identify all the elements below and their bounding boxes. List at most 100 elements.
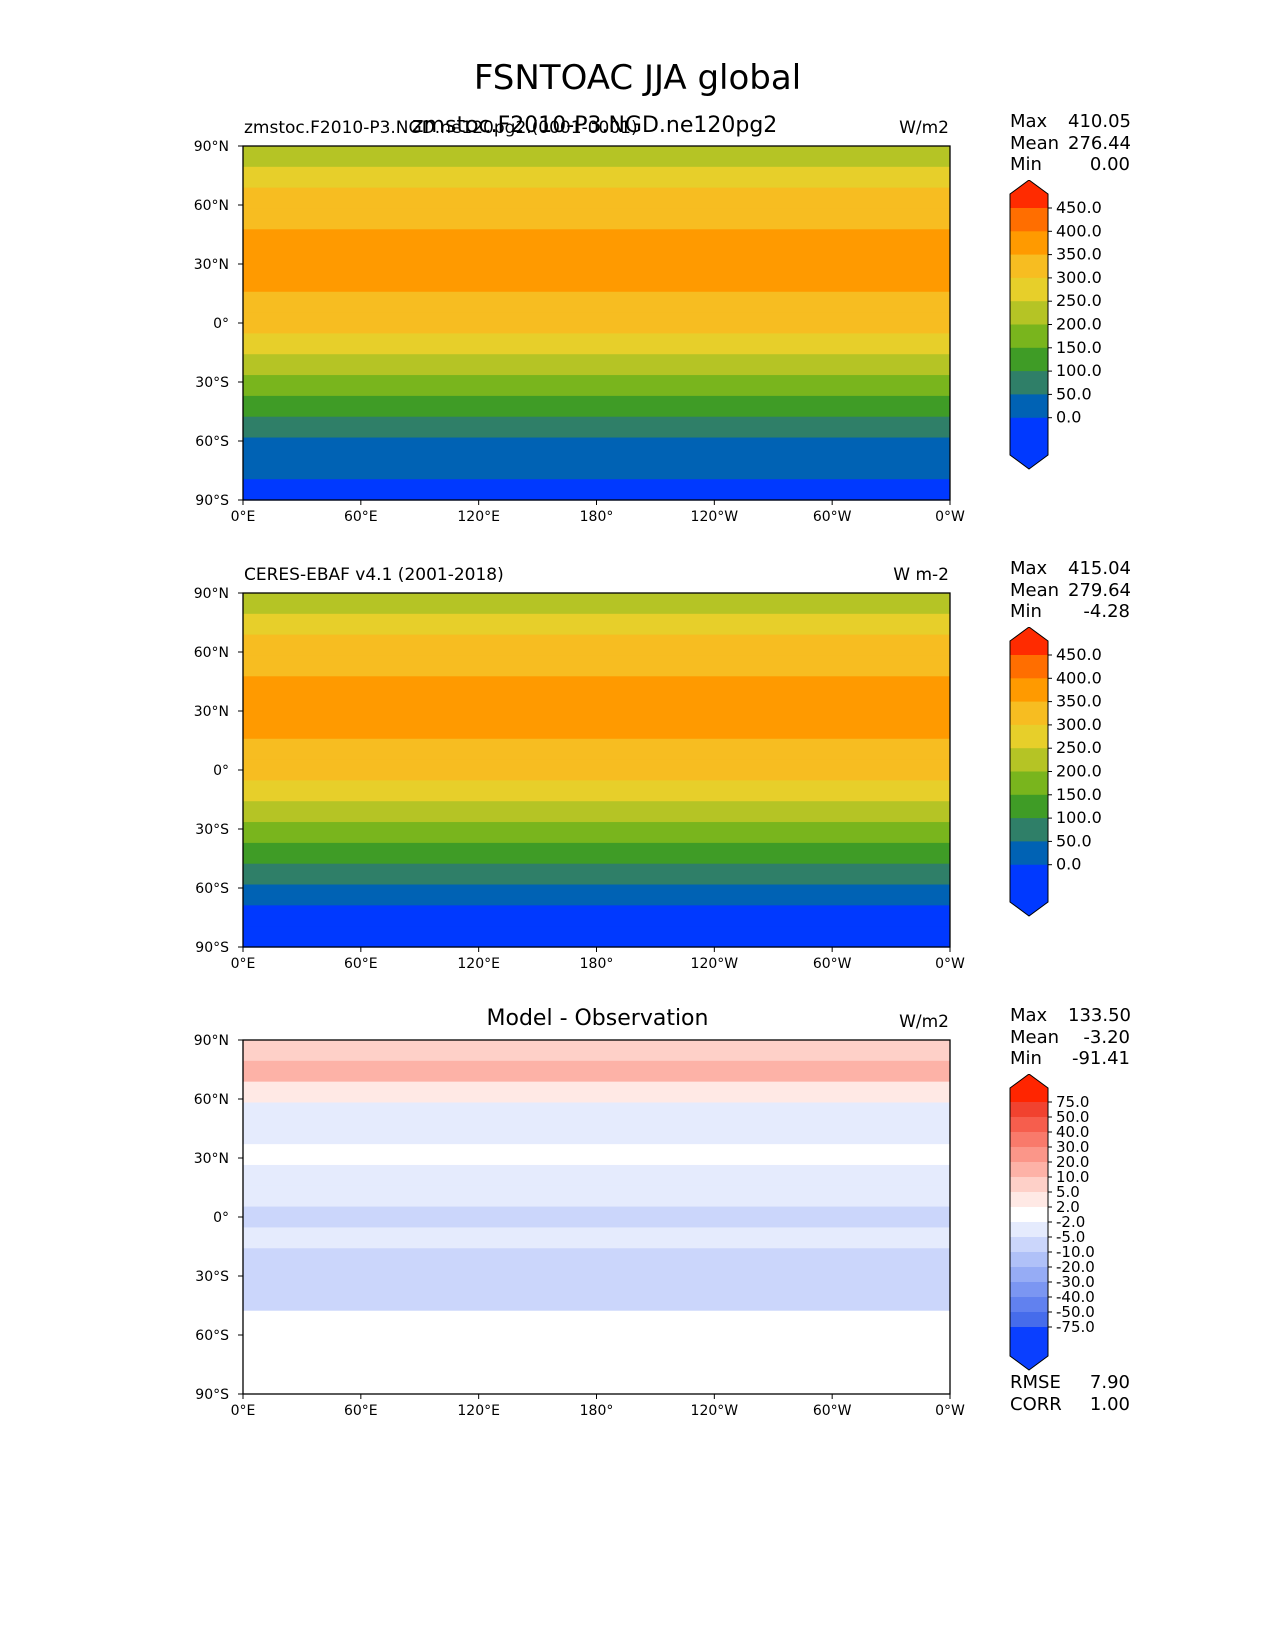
colorbar-swatch xyxy=(1010,841,1048,866)
colorbar-label: 450.0 xyxy=(1056,198,1102,217)
zonal-band xyxy=(243,1144,950,1166)
panel2-map: 0°E 60°E 120°E 180° 120°W 60°W 0°W 90°N 60°N 30°N… xyxy=(194,586,965,972)
colorbar-swatch xyxy=(1010,371,1048,395)
zonal-band xyxy=(243,1373,950,1395)
stat-mean-label: Mean xyxy=(1010,1026,1060,1048)
zonal-band xyxy=(243,1310,950,1333)
panel2-units: W m-2 xyxy=(893,565,949,585)
colorbar-label: -20.0 xyxy=(1056,1258,1095,1276)
colorbar-outline xyxy=(1009,627,1049,917)
colorbar-swatch xyxy=(1010,301,1048,325)
zonal-band xyxy=(243,375,950,397)
zonal-band xyxy=(243,1227,950,1249)
lat-tick-label: 60°N xyxy=(194,645,229,661)
panel3-colorbar: 75.050.040.030.020.010.05.02.0-2.0-5.0-1… xyxy=(1009,1074,1095,1371)
colorbar-label: -75.0 xyxy=(1056,1318,1095,1336)
stat-min-value: -91.41 xyxy=(1071,1048,1130,1069)
colorbar-extend-min xyxy=(1010,864,1048,916)
panel1-title-center: zmstoc.F2010-P3.NGD.ne120pg2 xyxy=(412,113,778,138)
zonal-band xyxy=(243,458,950,480)
colorbar-label: 100.0 xyxy=(1056,361,1102,380)
zonal-band xyxy=(243,208,950,230)
lon-tick-label: 180° xyxy=(580,1403,614,1419)
zonal-band xyxy=(243,926,950,948)
colorbar-label: -40.0 xyxy=(1056,1288,1095,1306)
stat-max-value: 415.04 xyxy=(1068,558,1131,579)
colorbar-swatch xyxy=(1010,1312,1048,1328)
colorbar-label: 450.0 xyxy=(1056,645,1102,664)
lat-tick-label: 90°S xyxy=(195,493,229,509)
lon-tick-label: 0°E xyxy=(231,1403,256,1419)
zonal-band xyxy=(243,1123,950,1145)
zonal-band xyxy=(243,822,950,844)
lon-tick-label: 0°W xyxy=(935,956,965,972)
stat-mean-value: 276.44 xyxy=(1068,132,1131,154)
stat-max-label: Max xyxy=(1010,1005,1048,1026)
colorbar-label: 250.0 xyxy=(1056,291,1102,310)
lon-tick-label: 60°W xyxy=(813,1403,852,1419)
colorbar-label: 400.0 xyxy=(1056,221,1102,240)
colorbar-label: 0.0 xyxy=(1056,855,1081,874)
colorbar-label: 150.0 xyxy=(1056,338,1102,357)
colorbar-label: -30.0 xyxy=(1056,1273,1095,1291)
colorbar-swatch xyxy=(1010,1252,1048,1268)
lat-tick-label: 60°N xyxy=(194,198,229,214)
zonal-band xyxy=(243,1248,950,1270)
colorbar-extend-max xyxy=(1010,1074,1048,1102)
lat-tick-label: 30°S xyxy=(195,822,229,838)
colorbar-swatch xyxy=(1010,1162,1048,1178)
lon-tick-label: 60°W xyxy=(813,509,852,525)
colorbar-swatch xyxy=(1010,1222,1048,1238)
colorbar-label: 250.0 xyxy=(1056,738,1102,757)
zonal-band xyxy=(243,333,950,355)
zonal-band xyxy=(243,634,950,657)
colorbar-label: 100.0 xyxy=(1056,808,1102,827)
lon-tick-label: 120°W xyxy=(691,509,739,525)
lat-tick-label: 60°N xyxy=(194,1092,229,1108)
metrics: RMSE 7.90 CORR 1.00 xyxy=(1010,1372,1130,1415)
zonal-band xyxy=(243,395,950,418)
stat-mean-value: 279.64 xyxy=(1068,579,1131,601)
colorbar-swatch xyxy=(1010,1237,1048,1253)
stat-max-value: 410.05 xyxy=(1068,111,1131,132)
stat-min-label: Min xyxy=(1010,1048,1042,1069)
colorbar-label: 5.0 xyxy=(1056,1183,1080,1201)
colorbar-swatch xyxy=(1010,1102,1048,1118)
zonal-band xyxy=(243,738,950,761)
lat-tick-label: 30°S xyxy=(195,1269,229,1285)
panel1-map: 0°E 60°E 120°E 180° 120°W 60°W 0°W 90°N 60°N 30°N… xyxy=(194,139,965,525)
colorbar-label: 200.0 xyxy=(1056,315,1102,334)
lat-tick-label: 0° xyxy=(213,1210,229,1226)
zonal-band xyxy=(243,1040,950,1062)
panel3-stats: Max 133.50 Mean -3.20 Min -91.41 xyxy=(1010,1005,1131,1070)
lat-tick-label: 30°N xyxy=(194,257,229,273)
zonal-band xyxy=(243,1331,950,1353)
colorbar-swatch xyxy=(1010,1207,1048,1223)
colorbar-label: -10.0 xyxy=(1056,1243,1095,1261)
zonal-band xyxy=(243,416,950,439)
lon-tick-label: 120°E xyxy=(457,509,500,525)
zonal-band xyxy=(243,291,950,314)
panel1-stats: Max 410.05 Mean 276.44 Min 0.00 xyxy=(1010,111,1131,176)
corr-value: 1.00 xyxy=(1089,1393,1130,1415)
zonal-band xyxy=(243,842,950,865)
lon-tick-label: 0°E xyxy=(231,956,256,972)
colorbar-swatch xyxy=(1010,347,1048,372)
rmse-label: RMSE xyxy=(1010,1372,1061,1393)
colorbar-label: 10.0 xyxy=(1056,1168,1089,1186)
colorbar-outline xyxy=(1009,180,1049,470)
colorbar-label: 0.0 xyxy=(1056,408,1081,427)
lat-tick-label: 30°S xyxy=(195,375,229,391)
stat-max-label: Max xyxy=(1010,111,1048,132)
zonal-band xyxy=(243,166,950,189)
zonal-band xyxy=(243,437,950,459)
colorbar-label: 350.0 xyxy=(1056,692,1102,711)
colorbar-swatch xyxy=(1010,324,1048,349)
colorbar-swatch xyxy=(1010,771,1048,796)
colorbar-swatch xyxy=(1010,748,1048,772)
colorbar-extend-min xyxy=(1010,1327,1048,1370)
zonal-band xyxy=(243,780,950,802)
colorbar-swatch xyxy=(1010,254,1048,279)
colorbar-outline xyxy=(1009,1074,1049,1371)
colorbar-extend-min xyxy=(1010,417,1048,469)
